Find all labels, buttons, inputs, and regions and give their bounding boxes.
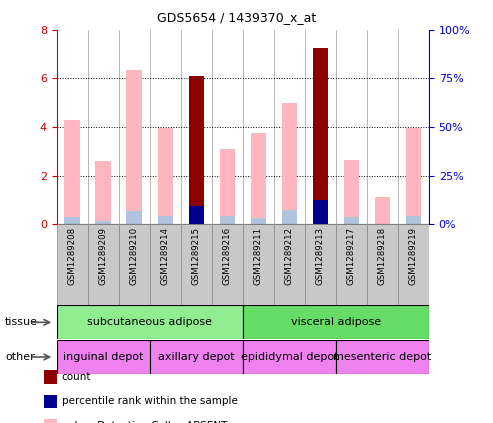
- Text: inguinal depot: inguinal depot: [63, 352, 143, 362]
- Bar: [243, 305, 429, 339]
- Bar: [219, 216, 235, 224]
- Bar: [282, 210, 297, 224]
- Bar: [336, 340, 429, 374]
- Bar: [313, 200, 328, 224]
- Bar: [406, 216, 421, 224]
- Text: subcutaneous adipose: subcutaneous adipose: [87, 317, 212, 327]
- Bar: [181, 224, 212, 305]
- Bar: [243, 340, 336, 374]
- Bar: [313, 48, 328, 224]
- Text: GSM1289211: GSM1289211: [254, 227, 263, 285]
- Bar: [57, 340, 150, 374]
- Bar: [406, 128, 421, 224]
- Text: GSM1289213: GSM1289213: [316, 227, 325, 285]
- Bar: [188, 206, 204, 224]
- Bar: [88, 224, 119, 305]
- Text: GSM1289215: GSM1289215: [192, 227, 201, 285]
- Bar: [150, 224, 181, 305]
- Bar: [344, 160, 359, 224]
- Bar: [336, 224, 367, 305]
- Text: axillary depot: axillary depot: [158, 352, 235, 362]
- Bar: [150, 340, 243, 374]
- Bar: [313, 48, 328, 224]
- Bar: [157, 128, 173, 224]
- Text: GSM1289210: GSM1289210: [130, 227, 139, 285]
- Text: GSM1289217: GSM1289217: [347, 227, 356, 285]
- Bar: [127, 70, 142, 224]
- Text: tissue: tissue: [5, 317, 38, 327]
- Text: GSM1289216: GSM1289216: [223, 227, 232, 285]
- Bar: [305, 224, 336, 305]
- Bar: [65, 217, 80, 224]
- Bar: [96, 161, 111, 224]
- Text: GSM1289212: GSM1289212: [285, 227, 294, 285]
- Bar: [127, 211, 142, 224]
- Bar: [65, 120, 80, 224]
- Bar: [57, 305, 243, 339]
- Bar: [219, 149, 235, 224]
- Text: GSM1289209: GSM1289209: [99, 227, 108, 285]
- Text: GDS5654 / 1439370_x_at: GDS5654 / 1439370_x_at: [157, 11, 317, 24]
- Text: mesenteric depot: mesenteric depot: [333, 352, 431, 362]
- Text: GSM1289208: GSM1289208: [68, 227, 77, 285]
- Bar: [212, 224, 243, 305]
- Bar: [243, 224, 274, 305]
- Text: GSM1289218: GSM1289218: [378, 227, 387, 285]
- Text: value, Detection Call = ABSENT: value, Detection Call = ABSENT: [62, 421, 227, 423]
- Bar: [157, 216, 173, 224]
- Text: visceral adipose: visceral adipose: [291, 317, 381, 327]
- Text: GSM1289219: GSM1289219: [409, 227, 418, 285]
- Text: percentile rank within the sample: percentile rank within the sample: [62, 396, 238, 407]
- Text: epididymal depot: epididymal depot: [241, 352, 338, 362]
- Bar: [375, 198, 390, 224]
- Text: other: other: [5, 352, 35, 362]
- Bar: [250, 218, 266, 224]
- Text: count: count: [62, 372, 91, 382]
- Bar: [57, 224, 88, 305]
- Bar: [188, 76, 204, 224]
- Text: GSM1289214: GSM1289214: [161, 227, 170, 285]
- Bar: [367, 224, 398, 305]
- Bar: [344, 217, 359, 224]
- Bar: [274, 224, 305, 305]
- Bar: [96, 220, 111, 224]
- Bar: [313, 218, 328, 224]
- Bar: [119, 224, 150, 305]
- Bar: [188, 76, 204, 224]
- Bar: [398, 224, 429, 305]
- Bar: [282, 102, 297, 224]
- Bar: [250, 133, 266, 224]
